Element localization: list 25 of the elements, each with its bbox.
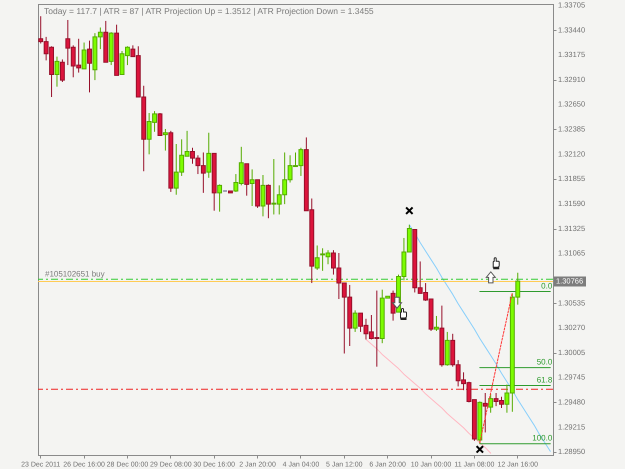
candlestick <box>87 40 92 93</box>
candlestick <box>244 163 250 196</box>
series-label: 0.0 <box>541 282 553 291</box>
series-label: 50.0 <box>536 358 553 367</box>
candlestick <box>158 112 162 136</box>
candlestick <box>314 244 320 270</box>
candlestick <box>162 128 168 152</box>
line-series <box>365 338 492 454</box>
candlestick <box>206 132 212 178</box>
candlestick <box>82 42 87 70</box>
line-series <box>479 292 513 444</box>
ref-line-label: #105102651 buy <box>45 269 105 278</box>
candlestick <box>60 58 65 82</box>
series-label: 61.8 <box>536 375 553 384</box>
candlestick <box>434 315 439 332</box>
line-series <box>408 224 551 452</box>
candlestick <box>266 184 271 219</box>
series-label: 100.0 <box>532 434 553 443</box>
candlestick <box>488 393 494 414</box>
candlestick <box>250 168 255 207</box>
candlestick <box>260 174 266 217</box>
candlestick <box>217 184 222 212</box>
candlestick <box>352 310 358 332</box>
candlestick <box>54 56 60 88</box>
chart-title: Today = 117.7 | ATR = 87 | ATR Projection Up = 1.3512 | ATR Projection Down = 1.3455 <box>44 6 374 16</box>
